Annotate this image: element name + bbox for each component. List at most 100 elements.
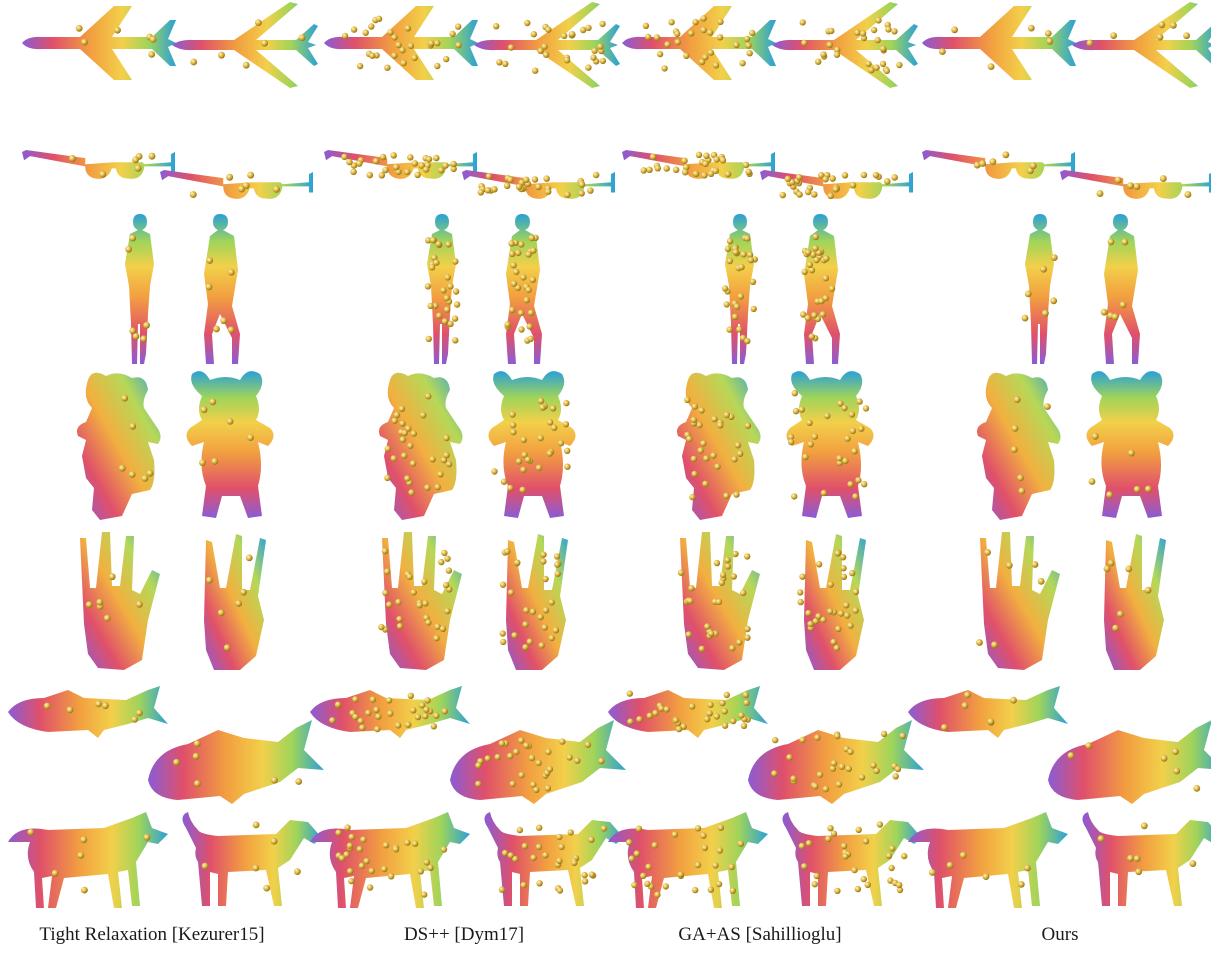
landmark-sphere <box>692 170 700 178</box>
landmark-sphere <box>567 829 574 836</box>
landmark-sphere <box>416 602 423 609</box>
landmark-sphere <box>217 609 225 617</box>
landmark-sphere <box>1010 696 1017 704</box>
landmark-sphere <box>716 847 724 854</box>
landmark-sphere <box>784 175 792 183</box>
landmark-sphere <box>255 19 262 26</box>
landmark-sphere <box>270 837 278 845</box>
landmark-sphere <box>706 710 713 717</box>
landmark-sphere <box>523 742 530 749</box>
landmark-sphere <box>240 588 247 596</box>
shape-teddy <box>488 371 576 518</box>
landmark-sphere <box>835 625 842 633</box>
landmark-sphere <box>134 164 142 172</box>
landmark-sphere <box>226 418 234 425</box>
landmark-sphere <box>738 263 745 271</box>
landmark-sphere <box>855 477 862 484</box>
landmark-sphere <box>434 62 441 70</box>
landmark-sphere <box>443 294 450 302</box>
landmark-sphere <box>739 60 746 67</box>
landmark-sphere <box>668 19 675 26</box>
landmark-sphere <box>425 335 432 343</box>
landmark-sphere <box>553 553 561 560</box>
landmark-sphere <box>713 156 720 163</box>
landmark-sphere <box>368 23 375 30</box>
landmark-sphere <box>580 26 587 34</box>
landmark-sphere <box>1024 290 1032 298</box>
shape-teddy <box>186 371 274 518</box>
landmark-sphere <box>199 459 206 467</box>
landmark-sphere <box>691 403 698 410</box>
landmark-sphere <box>1005 561 1013 569</box>
landmark-sphere <box>779 191 787 199</box>
shape-hand <box>797 534 866 670</box>
landmark-sphere <box>749 29 756 37</box>
landmark-sphere <box>672 166 680 174</box>
landmark-sphere <box>522 176 530 184</box>
landmark-sphere <box>723 492 730 499</box>
landmark-sphere <box>801 863 808 870</box>
landmark-sphere <box>410 430 417 437</box>
landmark-sphere <box>597 43 604 50</box>
landmark-sphere <box>387 710 394 717</box>
landmark-sphere <box>707 170 715 178</box>
landmark-sphere <box>1156 33 1164 41</box>
landmark-sphere <box>551 424 558 431</box>
landmark-sphere <box>563 399 570 407</box>
landmark-sphere <box>499 630 506 637</box>
landmark-sphere <box>792 408 800 415</box>
landmark-sphere <box>540 558 547 565</box>
landmark-sphere <box>422 166 430 173</box>
landmark-sphere <box>500 638 507 646</box>
landmark-sphere <box>901 852 908 860</box>
landmark-sphere <box>664 41 671 48</box>
landmark-sphere <box>514 284 522 291</box>
landmark-sphere <box>791 493 798 500</box>
landmark-sphere <box>1096 190 1104 198</box>
shape-hand <box>976 532 1060 670</box>
landmark-sphere <box>745 168 752 176</box>
landmark-sphere <box>671 831 679 838</box>
landmark-sphere <box>530 247 537 254</box>
landmark-sphere <box>522 644 529 651</box>
landmark-sphere <box>445 241 452 248</box>
landmark-sphere <box>834 46 841 53</box>
shape-dog <box>782 812 922 906</box>
landmark-sphere <box>736 639 743 646</box>
landmark-sphere <box>628 855 635 862</box>
landmark-sphere <box>455 41 462 49</box>
landmark-sphere <box>684 396 691 404</box>
landmark-sphere <box>840 565 847 572</box>
landmark-sphere <box>847 748 854 755</box>
landmark-sphere <box>447 283 454 290</box>
landmark-sphere <box>721 285 729 292</box>
landmark-sphere <box>1173 767 1181 775</box>
landmark-sphere <box>548 599 555 606</box>
shape-human <box>800 214 840 364</box>
landmark-sphere <box>717 824 725 831</box>
landmark-sphere <box>475 780 482 788</box>
landmark-sphere <box>732 550 739 558</box>
shape-fish <box>908 686 1068 738</box>
landmark-sphere <box>561 32 568 40</box>
landmark-sphere <box>423 859 431 866</box>
landmark-sphere <box>518 241 525 248</box>
landmark-sphere <box>791 390 798 397</box>
landmark-sphere <box>883 67 891 75</box>
landmark-sphere <box>880 45 887 52</box>
landmark-sphere <box>1029 162 1037 170</box>
landmark-sphere <box>518 737 525 744</box>
landmark-sphere <box>1183 32 1190 40</box>
shape-teddy <box>77 372 161 520</box>
landmark-sphere <box>509 250 516 257</box>
landmark-sphere <box>662 883 669 890</box>
landmark-sphere <box>802 453 809 461</box>
landmark-sphere <box>425 237 432 244</box>
landmark-sphere <box>529 608 537 615</box>
landmark-sphere <box>598 757 605 765</box>
landmark-sphere <box>404 839 411 846</box>
landmark-sphere <box>635 825 643 832</box>
landmark-sphere <box>242 61 250 69</box>
landmark-sphere <box>439 625 447 632</box>
shape-fish <box>748 720 924 804</box>
